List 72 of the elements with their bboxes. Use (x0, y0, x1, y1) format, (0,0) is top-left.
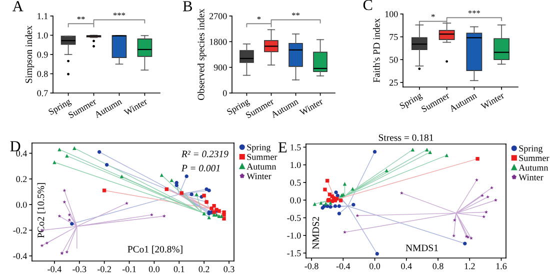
y-tick-label: 0.4 (16, 150, 27, 157)
chart-title: D (10, 141, 20, 152)
y-tick-label: 25 (390, 80, 398, 86)
legend-label: Spring (519, 145, 543, 154)
y-tick-label: -0.2 (13, 227, 27, 234)
y-tick-label: -0.4 (13, 253, 27, 260)
y-tick-label: -1.0 (287, 232, 301, 239)
y-tick-label: 50 (390, 56, 398, 63)
legend-label: Autumn (518, 164, 548, 171)
annotation: * (431, 14, 435, 18)
y-tick-label: 1.0 (290, 162, 301, 168)
x-tick-label: 0.0 (369, 263, 380, 270)
y-tick-label: 0.0 (290, 197, 301, 204)
legend-label: Winter (518, 174, 544, 180)
y-axis-title: Simpson index (25, 26, 34, 83)
x-tick-label: -0.8 (304, 263, 318, 270)
x-tick-label: 1.6 (496, 263, 507, 270)
text: ** (292, 12, 300, 16)
y-tick-label: 0.8 (37, 70, 48, 78)
legend-label: Spring (247, 144, 271, 152)
x-tick-label: 1.2 (464, 263, 475, 270)
y-tick-label: -1.5 (287, 250, 301, 256)
y-tick-label: 0 (222, 90, 227, 96)
x-tick-label: Winter (299, 98, 324, 116)
y-tick-label: 75 (390, 34, 398, 40)
chart-subtitle: Stress = 0.181 (378, 134, 434, 141)
y-tick-label: 1.1 (38, 13, 48, 20)
y-tick-label: 1800 (210, 38, 227, 45)
x-tick-label: 0.8 (432, 263, 444, 270)
x-tick-label: 0.4 (401, 263, 412, 270)
x-tick-label: -0.4 (48, 266, 62, 272)
x-tick-label: Winter (123, 98, 148, 116)
y-tick-label: 0.0 (16, 202, 27, 208)
y-tick-label: 1.5 (290, 144, 301, 150)
y-tick-label: 0.7 (37, 90, 48, 96)
y-tick-label: 2700 (209, 13, 227, 20)
x-tick-label: -0.1 (122, 266, 136, 272)
chart-title: B (183, 1, 192, 12)
text: *** (113, 12, 126, 16)
y-tick-label: 0.2 (16, 176, 27, 182)
y-tick-label: -0.5 (287, 214, 301, 222)
x-tick-label: -0.2 (98, 266, 111, 272)
annotation: P = 0.001 (181, 164, 220, 172)
x-tick-label: Winter (480, 92, 505, 110)
annotation: ** (77, 16, 85, 20)
x-axis-title: NMDS1 (406, 244, 438, 252)
x-tick-label: 0.1 (174, 266, 184, 272)
x-tick-label: 0.2 (198, 266, 210, 272)
chart-title: C (363, 0, 372, 10)
y-axis-title: NMDS2 (312, 216, 320, 250)
y-axis-title: Faith's PD index (373, 18, 380, 82)
chart-title: A (12, 1, 24, 12)
x-tick-label: 0.3 (224, 266, 234, 272)
legend-label: Autumn (246, 164, 276, 170)
annotation: * (257, 16, 261, 20)
legend-label: Summer (247, 154, 278, 160)
text: *** (468, 10, 480, 14)
legend-label: Summer (519, 155, 550, 162)
annotation: R² = 0.2319 (181, 150, 228, 158)
x-tick-label: -0.4 (336, 263, 350, 270)
x-tick-label: 0.0 (148, 266, 160, 272)
y-tick-label: 0.5 (290, 180, 301, 186)
legend-label: Winter (246, 173, 272, 180)
y-tick-label: 100 (385, 11, 398, 18)
y-axis-title: PCo2 [10.5%] (37, 183, 46, 238)
x-tick-label: -0.3 (72, 266, 86, 272)
chart-title: E (278, 142, 287, 152)
y-tick-label: 0.9 (37, 52, 48, 58)
y-tick-label: 900 (214, 64, 227, 71)
x-axis-title: PCo1 [20.8%] (128, 246, 182, 254)
y-axis-title: Observed species index (197, 8, 206, 100)
y-tick-label: 1.0 (38, 32, 48, 39)
